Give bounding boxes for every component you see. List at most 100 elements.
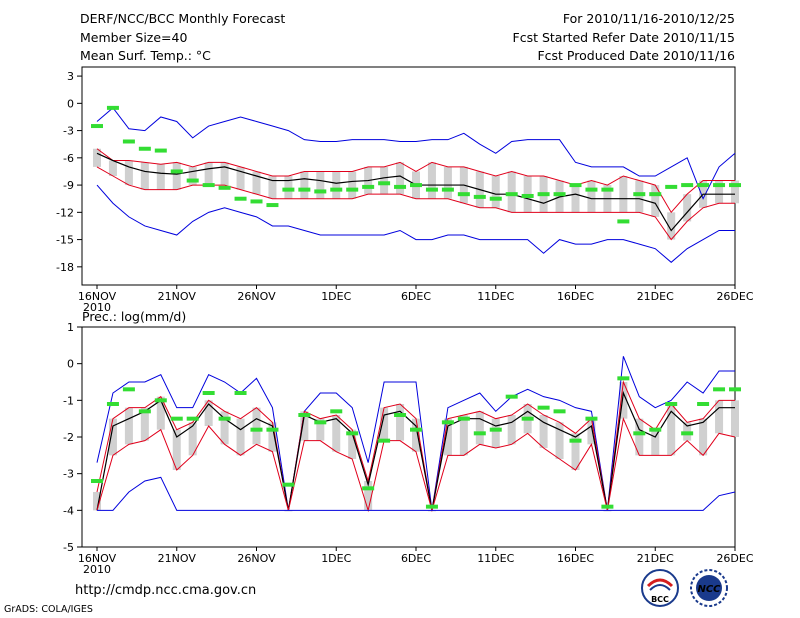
y-tick-label: -2 bbox=[63, 431, 74, 444]
x-tick-label: 16DEC bbox=[557, 552, 594, 565]
x-tick-label: 11DEC bbox=[477, 290, 514, 303]
spread-box bbox=[699, 418, 708, 456]
spread-box bbox=[571, 185, 580, 213]
spread-box bbox=[332, 415, 341, 452]
spread-box bbox=[443, 166, 452, 199]
x-tick-label: 6DEC bbox=[401, 552, 431, 565]
x-tick-label: 1DEC bbox=[321, 552, 351, 565]
spread-box bbox=[316, 171, 325, 199]
series-ensemble-min bbox=[96, 184, 735, 263]
spread-box bbox=[252, 407, 261, 445]
ncc-logo-text: NCC bbox=[697, 584, 721, 595]
y-tick-label: 3 bbox=[67, 70, 74, 83]
x-tick-label: 16DEC bbox=[557, 290, 594, 303]
spread-box bbox=[619, 176, 628, 213]
spread-box bbox=[252, 171, 261, 195]
x-tick-label: 11DEC bbox=[477, 552, 514, 565]
spread-box bbox=[587, 418, 596, 445]
spread-box bbox=[380, 407, 389, 441]
series-spread-upper bbox=[96, 380, 735, 511]
chart-panel-2: Prec.: log(mm/d) 1 0 -1 -2 -3 -4 -5 16NOV 21NOV 26… bbox=[63, 309, 754, 576]
x-tick-label: 16NOV bbox=[78, 290, 117, 303]
x-tick-label: 26NOV bbox=[237, 552, 276, 565]
spread-box bbox=[124, 407, 133, 445]
started-date: Fcst Started Refer Date 2010/11/15 bbox=[512, 30, 736, 45]
y-tick-label: 0 bbox=[67, 97, 74, 110]
spread-box bbox=[156, 396, 165, 430]
spread-box bbox=[204, 162, 213, 186]
x-tick-label: 1DEC bbox=[321, 290, 351, 303]
x-tick-label: 26DEC bbox=[716, 552, 753, 565]
spread-box bbox=[332, 171, 341, 199]
spread-box bbox=[427, 162, 436, 199]
x-tick-label: 26NOV bbox=[237, 290, 276, 303]
panel-title: Prec.: log(mm/d) bbox=[82, 309, 186, 324]
x-year-label: 2010 bbox=[83, 563, 111, 576]
spread-box bbox=[93, 492, 101, 511]
x-year-label: 2010 bbox=[83, 301, 111, 314]
y-tick-label: 1 bbox=[67, 321, 74, 334]
source-url[interactable]: http://cmdp.ncc.cma.gov.cn bbox=[75, 583, 257, 598]
spread-box bbox=[124, 160, 133, 186]
forecast-period: For 2010/11/16-2010/12/25 bbox=[562, 11, 735, 26]
y-tick-label: -3 bbox=[63, 125, 74, 138]
spread-box bbox=[491, 418, 500, 448]
series-spread-lower bbox=[96, 416, 736, 513]
spread-box bbox=[156, 164, 165, 190]
spread-box bbox=[491, 176, 500, 208]
spread-box bbox=[507, 171, 516, 213]
spread-box bbox=[651, 429, 660, 456]
spread-box bbox=[396, 162, 405, 195]
y-tick-label: -12 bbox=[56, 206, 74, 219]
ncc-logo-icon: NCC bbox=[690, 569, 728, 607]
spread-box bbox=[380, 166, 389, 195]
spread-box bbox=[268, 176, 277, 199]
spread-box bbox=[316, 418, 325, 441]
x-tick-label: 21DEC bbox=[637, 552, 674, 565]
produced-date: Fcst Produced Date 2010/11/16 bbox=[537, 48, 735, 63]
y-tick-label: -3 bbox=[63, 468, 74, 481]
series-ensemble-max bbox=[96, 107, 736, 200]
y-tick-label: -18 bbox=[56, 261, 74, 274]
spread-box bbox=[412, 418, 420, 452]
spread-box bbox=[619, 382, 628, 419]
spread-box bbox=[204, 400, 213, 426]
spread-box bbox=[651, 185, 660, 217]
spread-box bbox=[236, 166, 245, 190]
spread-box bbox=[220, 162, 229, 186]
x-tick-label: 26DEC bbox=[716, 290, 753, 303]
spread-box bbox=[635, 418, 644, 456]
spread-box bbox=[140, 407, 149, 441]
x-tick-label: 16NOV bbox=[78, 552, 117, 565]
spread-box bbox=[731, 180, 739, 204]
bcc-logo-text: BCC bbox=[651, 595, 669, 604]
spread-box bbox=[172, 429, 181, 470]
spread-box bbox=[667, 212, 676, 240]
spread-box bbox=[507, 415, 516, 445]
spread-box bbox=[459, 415, 468, 456]
x-tick-label: 21NOV bbox=[158, 290, 197, 303]
spread-box bbox=[300, 171, 309, 199]
spread-box bbox=[188, 422, 197, 456]
spread-box bbox=[715, 180, 724, 204]
y-tick-label: -15 bbox=[56, 234, 74, 247]
spread-box bbox=[539, 415, 548, 448]
y-tick-label: -4 bbox=[63, 504, 74, 517]
variable-label: Mean Surf. Temp.: °C bbox=[80, 48, 211, 63]
spread-box bbox=[364, 481, 373, 511]
spread-box bbox=[443, 418, 452, 456]
spread-box bbox=[220, 411, 229, 445]
spread-box bbox=[715, 400, 724, 434]
y-tick-label: 0 bbox=[67, 358, 74, 371]
spread-box bbox=[93, 148, 101, 167]
x-tick-label: 21NOV bbox=[158, 552, 197, 565]
bcc-logo-icon: BCC bbox=[641, 569, 679, 607]
spread-box bbox=[236, 418, 245, 456]
spread-box bbox=[571, 433, 580, 470]
spread-box bbox=[108, 160, 117, 176]
spread-box bbox=[268, 422, 277, 452]
spread-box bbox=[555, 422, 564, 459]
spread-box bbox=[348, 171, 357, 199]
y-tick-label: -9 bbox=[63, 179, 74, 192]
